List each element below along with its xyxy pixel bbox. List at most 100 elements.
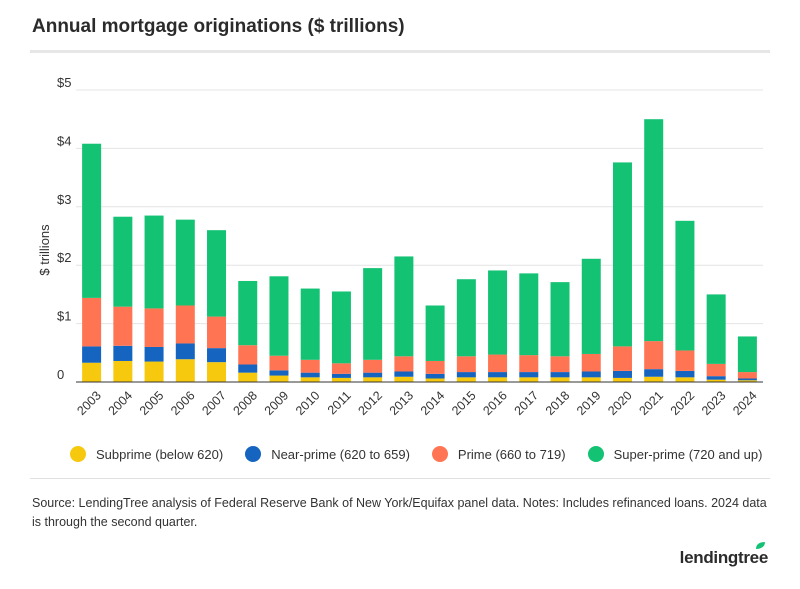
y-tick-label: $1	[57, 309, 71, 324]
bar-segment-2021-subprime	[644, 376, 664, 382]
bar-segment-2015-subprime	[456, 377, 476, 382]
bar-segment-2008-subprime	[238, 372, 258, 382]
bar-segment-2009-subprime	[269, 375, 289, 382]
bar-segment-2010-subprime	[300, 377, 320, 382]
bar-segment-2021-prime	[644, 341, 664, 370]
x-tick-label-2011: 2011	[325, 388, 354, 417]
legend-item-prime: Prime (660 to 719)	[431, 446, 566, 462]
bar-segment-2024-near-prime	[737, 378, 757, 381]
bar-segment-2018-prime	[550, 356, 570, 373]
bar-segment-2016-near-prime	[488, 372, 508, 378]
x-tick-label-2010: 2010	[293, 388, 323, 418]
bar-segment-2005-prime	[144, 308, 164, 347]
bar-segment-2004-near-prime	[113, 345, 133, 361]
bar-segment-2014-subprime	[425, 378, 445, 382]
bar-segment-2011-near-prime	[331, 373, 351, 378]
bar-segment-2006-prime	[175, 305, 195, 344]
bar-segment-2005-near-prime	[144, 346, 164, 362]
bar-segment-2019-super-prime	[581, 258, 601, 354]
legend-item-super-prime: Super-prime (720 and up)	[587, 446, 763, 462]
legend-label-super-prime: Super-prime (720 and up)	[613, 446, 763, 462]
x-tick-label-2021: 2021	[636, 388, 666, 418]
bar-segment-2006-super-prime	[175, 219, 195, 306]
bar-segment-2009-near-prime	[269, 370, 289, 376]
source-divider	[30, 478, 770, 479]
bar-segment-2019-prime	[581, 353, 601, 372]
bar-segment-2007-prime	[207, 316, 227, 349]
title-divider	[30, 50, 770, 53]
y-tick-label: $5	[57, 75, 71, 90]
bar-segment-2008-prime	[238, 345, 258, 365]
x-tick-label-2005: 2005	[137, 388, 167, 418]
bar-segment-2003-prime	[82, 297, 102, 347]
legend-item-subprime: Subprime (below 620)	[70, 446, 223, 462]
bar-segment-2015-super-prime	[456, 279, 476, 357]
x-tick-label-2013: 2013	[387, 388, 417, 418]
bar-segment-2014-prime	[425, 360, 445, 374]
bar-segment-2010-near-prime	[300, 372, 320, 378]
bar-segment-2009-super-prime	[269, 276, 289, 356]
x-tick-label-2019: 2019	[574, 388, 604, 418]
bar-segment-2017-super-prime	[519, 273, 539, 356]
bar-segment-2004-prime	[113, 306, 133, 346]
bar-segment-2020-super-prime	[612, 162, 632, 347]
bar-segment-2003-subprime	[82, 362, 102, 382]
bar-segment-2019-near-prime	[581, 371, 601, 378]
bar-segment-2021-near-prime	[644, 369, 664, 377]
bar-segment-2020-prime	[612, 346, 632, 371]
legend: Subprime (below 620) Near-prime (620 to …	[70, 444, 784, 464]
y-axis-label: $ trillions	[37, 224, 52, 276]
x-tick-label-2012: 2012	[355, 388, 385, 418]
bar-segment-2017-near-prime	[519, 372, 539, 378]
x-tick-label-2004: 2004	[106, 388, 136, 418]
bar-segment-2023-prime	[706, 363, 726, 377]
x-tick-label-2008: 2008	[231, 388, 261, 418]
bar-segment-2010-super-prime	[300, 288, 320, 360]
bar-segment-2004-super-prime	[113, 216, 133, 307]
bar-segment-2024-prime	[737, 372, 757, 379]
legend-swatch-near-prime	[245, 446, 262, 462]
x-tick-label-2015: 2015	[449, 388, 479, 418]
legend-label-prime: Prime (660 to 719)	[457, 446, 566, 462]
x-tick-label-2003: 2003	[74, 388, 104, 418]
bar-segment-2013-prime	[394, 356, 414, 372]
bar-segment-2011-prime	[331, 363, 351, 374]
lendingtree-leaf-icon	[756, 542, 765, 549]
x-tick-label-2016: 2016	[480, 388, 510, 418]
bar-segment-2014-super-prime	[425, 305, 445, 361]
bar-segment-2013-super-prime	[394, 256, 414, 357]
bar-segment-2021-super-prime	[644, 119, 664, 342]
x-tick-label-2014: 2014	[418, 388, 448, 418]
bar-segment-2008-near-prime	[238, 364, 258, 373]
y-tick-label: $2	[57, 250, 71, 265]
bar-segment-2006-near-prime	[175, 343, 195, 360]
y-tick-label: $3	[57, 192, 71, 207]
bar-segment-2008-super-prime	[238, 280, 258, 346]
bar-segment-2024-super-prime	[737, 336, 757, 373]
x-tick-label-2017: 2017	[512, 388, 542, 418]
bar-segment-2023-subprime	[706, 379, 726, 382]
bar-segment-2017-prime	[519, 355, 539, 373]
x-tick-label-2009: 2009	[262, 388, 292, 418]
legend-swatch-super-prime	[587, 446, 604, 462]
bar-segment-2022-near-prime	[675, 370, 695, 378]
legend-item-near-prime: Near-prime (620 to 659)	[245, 446, 410, 462]
bar-segment-2015-prime	[456, 356, 476, 373]
legend-swatch-subprime	[70, 446, 86, 462]
x-tick-label-2024: 2024	[730, 388, 760, 418]
bar-segment-2012-near-prime	[363, 372, 383, 378]
bar-segment-2020-near-prime	[612, 370, 632, 378]
bar-segment-2024-subprime	[737, 380, 757, 382]
bar-segment-2022-subprime	[675, 377, 695, 382]
stacked-bar-chart: 0 $1 $2 $3 $4 $5 $ trillions 2003 2004 2005 2006…	[37, 75, 763, 418]
y-tick-labels: 0 $1 $2 $3 $4 $5	[57, 75, 71, 382]
bar-segment-2005-super-prime	[144, 215, 164, 309]
bar-segment-2022-prime	[675, 350, 695, 371]
y-tick-label: $4	[57, 133, 71, 148]
bar-segment-2007-subprime	[207, 362, 227, 382]
bar-segment-2010-prime	[300, 359, 320, 373]
x-tick-label-2006: 2006	[168, 388, 198, 418]
bar-segment-2018-near-prime	[550, 372, 570, 378]
x-tick-labels: 2003 2004 2005 2006 2007 2008 2009 2010 2011 2012…	[74, 388, 759, 418]
x-tick-label-2018: 2018	[543, 388, 573, 418]
